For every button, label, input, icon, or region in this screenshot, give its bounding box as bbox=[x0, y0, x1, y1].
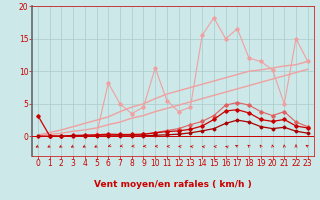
X-axis label: Vent moyen/en rafales ( km/h ): Vent moyen/en rafales ( km/h ) bbox=[94, 180, 252, 189]
